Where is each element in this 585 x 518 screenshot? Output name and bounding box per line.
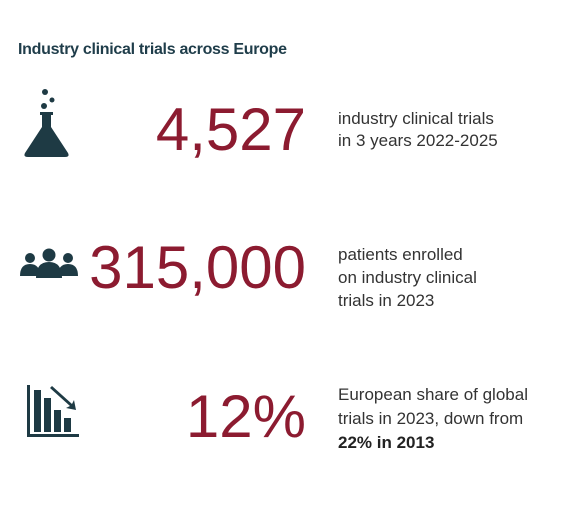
- stat-description: industry clinical trials: [338, 109, 494, 128]
- stat-description: European share of global: [338, 385, 528, 404]
- stat-description: on industry clinical: [338, 268, 477, 287]
- stat-value: 4,527: [156, 96, 306, 163]
- stat-description: trials in 2023, down from: [338, 409, 523, 428]
- stat-value: 315,000: [89, 234, 306, 301]
- stat-description: in 3 years 2022-2025: [338, 131, 498, 150]
- people-icon: [20, 248, 78, 278]
- stat-value: 12%: [186, 383, 306, 450]
- declining-chart-icon: [27, 385, 79, 437]
- stat-highlight: 22% in 2013: [338, 433, 434, 452]
- flask-icon: [24, 89, 69, 157]
- title: Industry clinical trials across Europe: [18, 41, 287, 58]
- stat-description: patients enrolled: [338, 245, 463, 264]
- stat-description: trials in 2023: [338, 291, 434, 310]
